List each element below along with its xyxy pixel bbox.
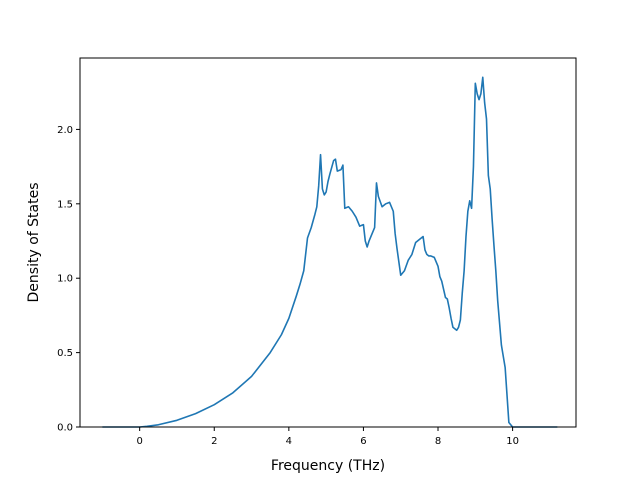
x-tick-label: 6 [360, 436, 366, 447]
x-axis-label: Frequency (THz) [271, 458, 385, 474]
y-tick-label: 2.0 [57, 125, 73, 136]
x-tick-label: 0 [136, 436, 142, 447]
plot-frame [79, 57, 577, 428]
y-tick-label: 1.5 [57, 199, 73, 210]
y-axis-label: Density of States [26, 183, 42, 303]
x-tick-label: 10 [506, 436, 519, 447]
x-tick-label: 8 [435, 436, 441, 447]
series-line-0 [102, 76, 558, 428]
y-tick-label: 0.0 [57, 423, 73, 434]
axis-ticks: 0 2 4 6 8 10 0.0 0.5 1.0 1.5 2.0 [57, 125, 519, 447]
x-tick-label: 4 [286, 436, 292, 447]
y-tick-label: 1.0 [57, 274, 73, 285]
y-tick-label: 0.5 [57, 348, 73, 359]
plot-area [102, 76, 558, 428]
x-tick-label: 2 [211, 436, 217, 447]
